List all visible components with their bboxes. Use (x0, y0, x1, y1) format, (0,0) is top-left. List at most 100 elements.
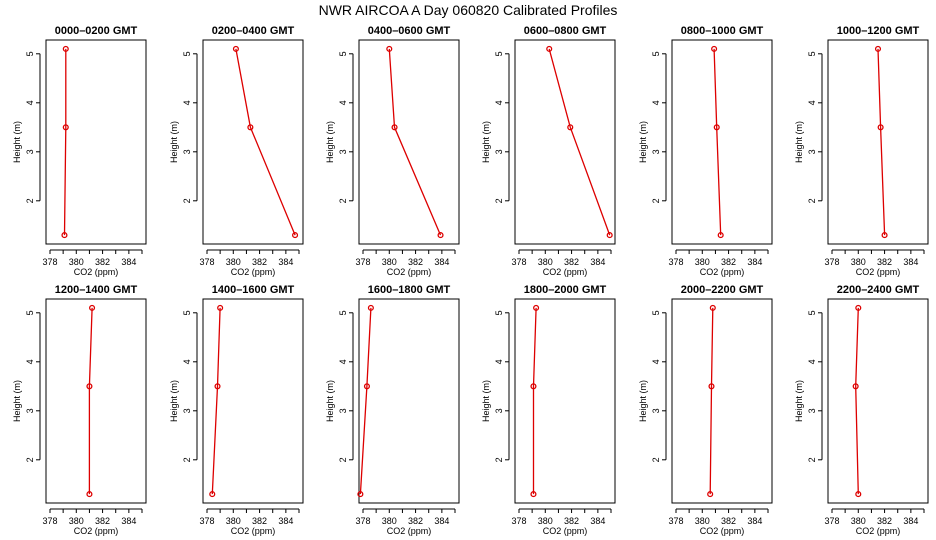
y-tick-label: 4 (338, 100, 348, 105)
y-tick-label: 4 (651, 359, 661, 364)
panel-title: 2200–2400 GMT (837, 284, 920, 296)
x-tick-label: 382 (721, 516, 736, 526)
y-tick-label: 3 (25, 408, 35, 413)
data-point (367, 304, 374, 311)
data-point (881, 232, 888, 239)
y-tick-label: 4 (494, 100, 504, 105)
y-tick-label: 4 (807, 359, 817, 364)
x-axis-label: CO2 (ppm) (74, 526, 119, 536)
series-line (388, 48, 442, 236)
x-tick-label: 380 (382, 516, 397, 526)
y-axis-label: Height (m) (169, 121, 179, 163)
x-axis-label: CO2 (ppm) (856, 526, 901, 536)
y-tick-label: 2 (807, 198, 817, 203)
panel-title: 1200–1400 GMT (55, 284, 138, 296)
data-point (357, 491, 364, 498)
y-axis-label: Height (m) (12, 121, 22, 163)
x-tick-label: 382 (408, 516, 423, 526)
y-tick-label: 4 (494, 359, 504, 364)
y-axis-label: Height (m) (325, 380, 335, 422)
data-point (874, 45, 882, 52)
data-point (61, 232, 68, 239)
x-tick-label: 384 (434, 516, 449, 526)
y-tick-label: 5 (494, 51, 504, 56)
panel-title: 0000–0200 GMT (55, 25, 138, 37)
x-tick-label: 378 (824, 257, 839, 267)
plot-frame (202, 39, 304, 245)
data-point (707, 491, 714, 498)
data-point (717, 232, 724, 239)
series-line (211, 307, 221, 495)
panel-title: 0800–1000 GMT (681, 25, 764, 37)
x-tick-label: 382 (721, 257, 736, 267)
panel-title: 1800–2000 GMT (524, 284, 607, 296)
y-tick-label: 3 (807, 149, 817, 154)
data-point (709, 304, 716, 311)
y-tick-label: 2 (182, 457, 192, 462)
x-tick-label: 380 (695, 257, 710, 267)
y-tick-label: 5 (807, 310, 817, 315)
x-tick-label: 382 (564, 257, 579, 267)
y-tick-label: 2 (651, 457, 661, 462)
y-tick-label: 5 (651, 310, 661, 315)
y-tick-label: 4 (338, 359, 348, 364)
y-tick-label: 5 (182, 51, 192, 56)
x-axis-label: CO2 (ppm) (387, 267, 432, 277)
y-tick-label: 2 (494, 457, 504, 462)
series-line (877, 48, 886, 236)
y-tick-label: 3 (25, 149, 35, 154)
plot-frame (671, 298, 773, 504)
data-point (852, 383, 859, 390)
x-tick-label: 384 (590, 516, 605, 526)
y-tick-label: 4 (651, 100, 661, 105)
x-tick-label: 384 (590, 257, 605, 267)
x-tick-label: 378 (199, 257, 214, 267)
y-axis-label: Height (m) (481, 380, 491, 422)
plot-frame (514, 39, 616, 245)
plot-frame (358, 39, 460, 245)
x-tick-label: 378 (668, 516, 683, 526)
plot-frame (358, 298, 460, 504)
x-tick-label: 380 (695, 516, 710, 526)
y-tick-label: 2 (25, 457, 35, 462)
y-tick-label: 3 (807, 408, 817, 413)
x-axis-label: CO2 (ppm) (231, 267, 276, 277)
y-axis-label: Height (m) (481, 121, 491, 163)
x-tick-label: 384 (434, 257, 449, 267)
x-tick-label: 384 (278, 516, 293, 526)
x-tick-label: 384 (747, 516, 762, 526)
y-axis-label: Height (m) (638, 121, 648, 163)
y-tick-label: 2 (182, 198, 192, 203)
x-tick-label: 380 (538, 257, 553, 267)
panel-title: 2000–2200 GMT (681, 284, 764, 296)
data-point (247, 124, 254, 131)
data-point (708, 383, 715, 390)
x-tick-label: 384 (903, 516, 918, 526)
x-tick-label: 378 (668, 257, 683, 267)
data-point (209, 491, 216, 498)
x-tick-label: 378 (511, 516, 526, 526)
y-tick-label: 2 (494, 198, 504, 203)
x-tick-label: 380 (226, 257, 241, 267)
y-tick-label: 4 (182, 359, 192, 364)
y-axis-label: Height (m) (794, 380, 804, 422)
data-point (855, 304, 862, 311)
x-tick-label: 380 (538, 516, 553, 526)
x-tick-label: 382 (252, 516, 267, 526)
plot-frame (45, 39, 147, 245)
y-tick-label: 4 (182, 100, 192, 105)
y-tick-label: 3 (338, 149, 348, 154)
series-line (709, 307, 714, 495)
y-tick-label: 2 (338, 198, 348, 203)
series-line (855, 307, 859, 495)
y-axis-label: Height (m) (794, 121, 804, 163)
y-tick-label: 4 (25, 359, 35, 364)
y-tick-label: 3 (338, 408, 348, 413)
